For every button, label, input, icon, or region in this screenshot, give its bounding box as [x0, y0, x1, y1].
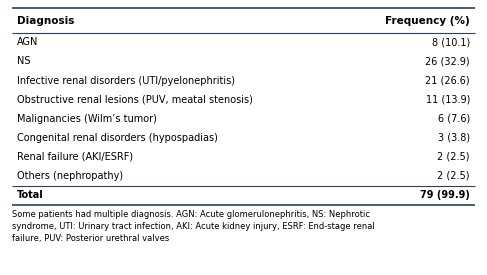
- Text: Total: Total: [17, 190, 44, 200]
- Text: Some patients had multiple diagnosis. AGN: Acute glomerulonephritis, NS: Nephrot: Some patients had multiple diagnosis. AG…: [12, 210, 375, 243]
- Text: AGN: AGN: [17, 37, 38, 47]
- Text: Frequency (%): Frequency (%): [385, 15, 470, 26]
- Text: 6 (7.6): 6 (7.6): [438, 114, 470, 124]
- Text: 2 (2.5): 2 (2.5): [437, 171, 470, 181]
- Text: Others (nephropathy): Others (nephropathy): [17, 171, 123, 181]
- Text: 26 (32.9): 26 (32.9): [425, 56, 470, 67]
- Text: Diagnosis: Diagnosis: [17, 15, 75, 26]
- Text: Malignancies (Wilm’s tumor): Malignancies (Wilm’s tumor): [17, 114, 157, 124]
- Text: 21 (26.6): 21 (26.6): [425, 76, 470, 86]
- Text: Infective renal disorders (UTI/pyelonephritis): Infective renal disorders (UTI/pyeloneph…: [17, 76, 235, 86]
- Text: NS: NS: [17, 56, 31, 67]
- Text: 8 (10.1): 8 (10.1): [431, 37, 470, 47]
- Text: 79 (99.9): 79 (99.9): [420, 190, 470, 200]
- Text: 2 (2.5): 2 (2.5): [437, 152, 470, 162]
- Text: 3 (3.8): 3 (3.8): [438, 133, 470, 143]
- Text: 11 (13.9): 11 (13.9): [426, 95, 470, 104]
- Text: Obstructive renal lesions (PUV, meatal stenosis): Obstructive renal lesions (PUV, meatal s…: [17, 95, 253, 104]
- Text: Congenital renal disorders (hypospadias): Congenital renal disorders (hypospadias): [17, 133, 218, 143]
- Text: Renal failure (AKI/ESRF): Renal failure (AKI/ESRF): [17, 152, 133, 162]
